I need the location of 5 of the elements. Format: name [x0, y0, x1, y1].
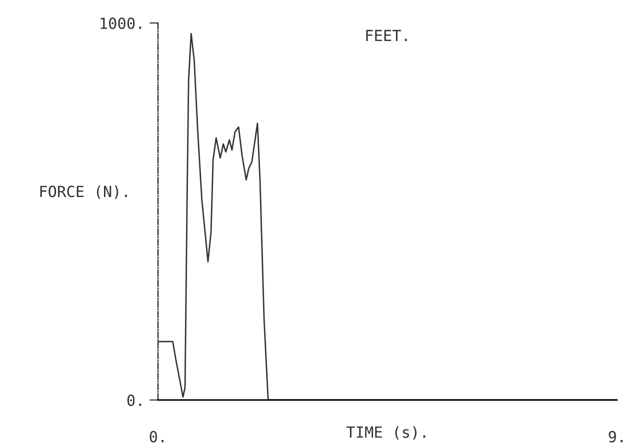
y-axis-title: FORCE (N).: [40, 185, 127, 200]
y-tick-label: 1000.: [100, 18, 142, 30]
x-tick-label: 9.: [608, 430, 623, 442]
chart-title: FEET.: [366, 30, 407, 42]
x-axis-title: TIME (s).: [346, 426, 426, 440]
